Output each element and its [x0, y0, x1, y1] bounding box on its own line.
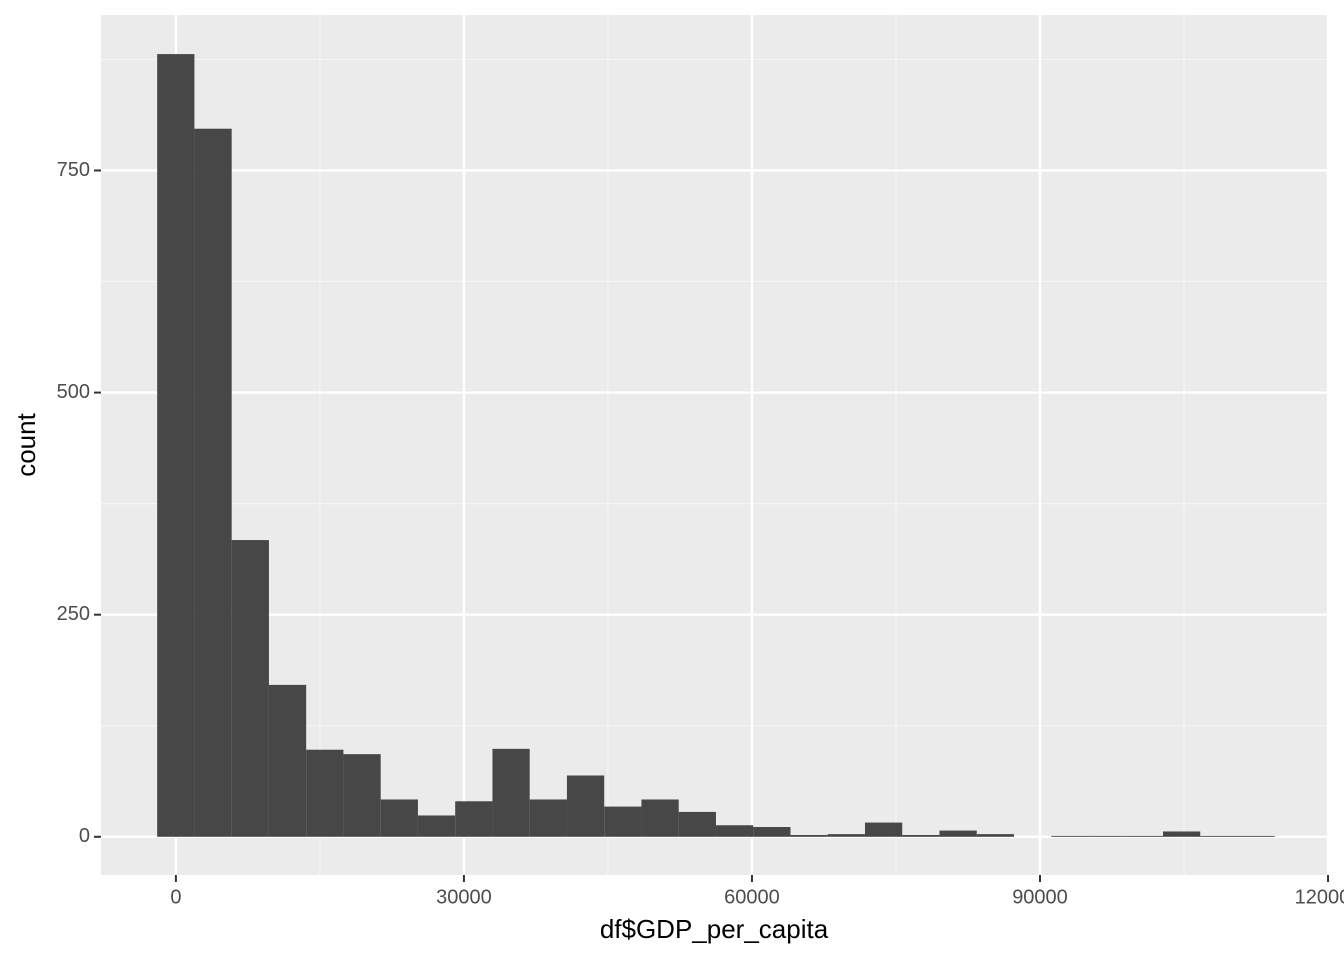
x-tick-label: 30000 — [436, 886, 492, 908]
y-tick-label: 0 — [79, 825, 90, 847]
bar — [641, 799, 679, 837]
x-axis-title: df$GDP_per_capita — [600, 914, 829, 944]
x-tick-label: 120000 — [1295, 886, 1344, 908]
bar — [753, 827, 791, 837]
bar — [939, 830, 977, 837]
bar — [529, 799, 567, 837]
bar — [566, 775, 605, 837]
bar — [306, 749, 344, 837]
bar — [455, 801, 493, 837]
bar — [231, 540, 269, 837]
y-tick-label: 500 — [57, 381, 90, 403]
x-tick-label: 0 — [170, 886, 181, 908]
bar — [790, 835, 828, 837]
bar — [157, 54, 195, 837]
bar — [492, 748, 530, 837]
bar — [343, 754, 381, 837]
bar — [678, 811, 716, 837]
bar — [1200, 835, 1238, 837]
bar — [902, 835, 940, 837]
bar — [1162, 831, 1201, 837]
bar — [417, 815, 456, 837]
bar — [604, 806, 642, 837]
bar — [715, 825, 754, 837]
y-axis-title: count — [11, 412, 41, 476]
bar — [1237, 835, 1275, 837]
x-tick-label: 60000 — [724, 886, 780, 908]
y-tick-label: 750 — [57, 159, 90, 181]
bar — [976, 834, 1014, 837]
bar — [1051, 835, 1089, 837]
bar — [1088, 835, 1126, 837]
x-tick-label: 90000 — [1012, 886, 1068, 908]
bar — [194, 128, 232, 837]
bar — [268, 684, 307, 837]
bar — [827, 834, 865, 837]
y-tick-label: 250 — [57, 603, 90, 625]
bar — [864, 822, 903, 837]
bar — [1125, 835, 1163, 837]
bar — [380, 799, 418, 837]
